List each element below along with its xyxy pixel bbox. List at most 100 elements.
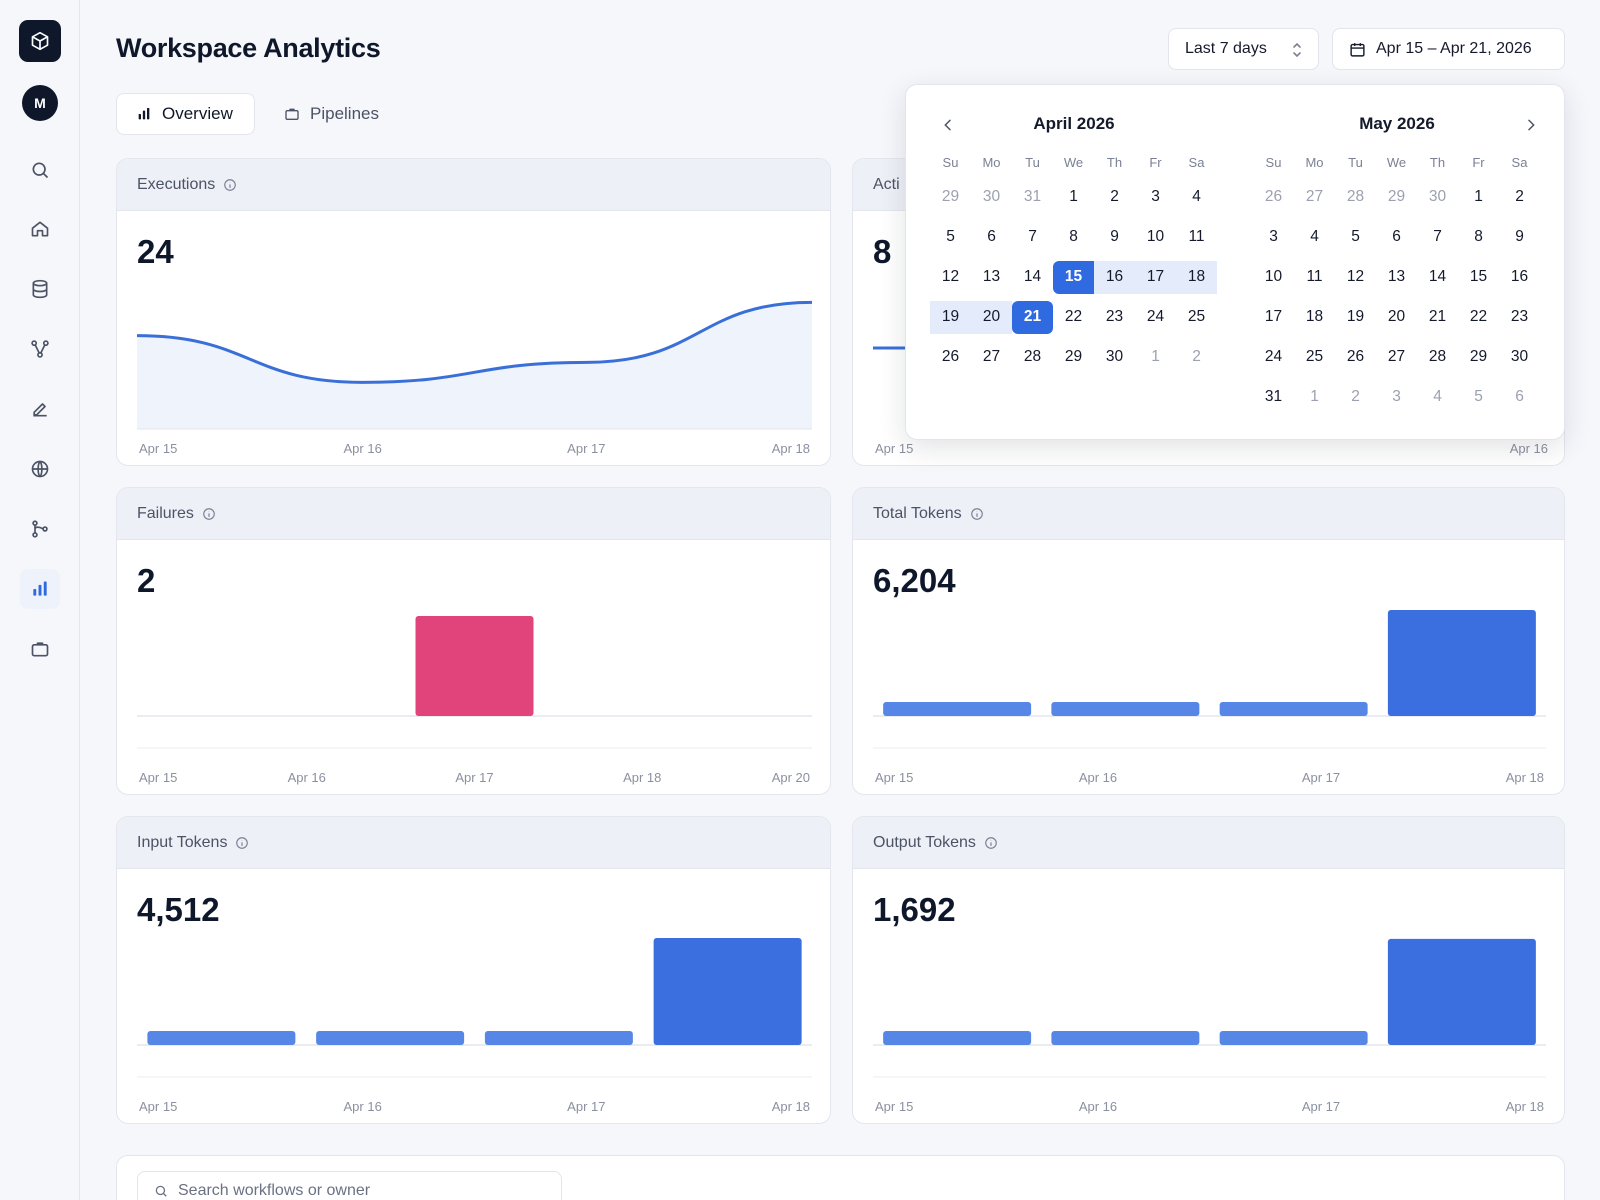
sidebar-item-jobs[interactable] xyxy=(20,629,60,669)
calendar-day[interactable]: 21 xyxy=(1428,308,1447,325)
calendar-day[interactable]: 7 xyxy=(1028,228,1037,245)
search-input[interactable] xyxy=(178,1182,558,1200)
calendar-day[interactable]: 10 xyxy=(1146,228,1165,245)
calendar-day[interactable]: 5 xyxy=(1351,228,1360,245)
calendar-day[interactable]: 8 xyxy=(1069,228,1078,245)
calendar-day[interactable]: 17 xyxy=(1264,308,1283,325)
calendar-day[interactable]: 3 xyxy=(1269,228,1278,245)
calendar-day[interactable]: 5 xyxy=(946,228,955,245)
calendar-day[interactable]: 7 xyxy=(1433,228,1442,245)
calendar-day[interactable]: 6 xyxy=(1515,388,1524,405)
sidebar-item-analytics[interactable] xyxy=(20,569,60,609)
calendar-day[interactable]: 30 xyxy=(982,188,1001,205)
calendar-day[interactable]: 22 xyxy=(1064,308,1083,325)
calendar-day[interactable]: 27 xyxy=(1387,348,1406,365)
info-icon[interactable] xyxy=(970,507,984,521)
sidebar-item-workflows[interactable] xyxy=(20,329,60,369)
calendar-day[interactable]: 1 xyxy=(1069,188,1078,205)
sidebar-item-search[interactable] xyxy=(20,150,60,190)
calendar-day[interactable]: 16 xyxy=(1510,268,1529,285)
calendar-day[interactable]: 4 xyxy=(1192,188,1201,205)
calendar-day[interactable]: 24 xyxy=(1264,348,1283,365)
calendar-day[interactable]: 26 xyxy=(941,348,960,365)
calendar-day[interactable]: 23 xyxy=(1105,308,1124,325)
avatar[interactable]: M xyxy=(22,85,58,121)
calendar-day[interactable]: 4 xyxy=(1433,388,1442,405)
calendar-day[interactable]: 25 xyxy=(1187,308,1206,325)
calendar-day[interactable]: 20 xyxy=(971,300,1012,334)
calendar-day[interactable]: 15 xyxy=(1053,260,1094,294)
calendar-day[interactable]: 9 xyxy=(1110,228,1119,245)
calendar-day[interactable]: 19 xyxy=(1346,308,1365,325)
sidebar-item-database[interactable] xyxy=(20,269,60,309)
calendar-day[interactable]: 22 xyxy=(1469,308,1488,325)
app-logo[interactable] xyxy=(19,20,61,62)
calendar-day[interactable]: 12 xyxy=(1346,268,1365,285)
range-select[interactable]: Last 7 days xyxy=(1168,28,1319,70)
calendar-day[interactable]: 25 xyxy=(1305,348,1324,365)
calendar-day[interactable]: 15 xyxy=(1469,268,1488,285)
calendar-day[interactable]: 29 xyxy=(941,188,960,205)
calendar-day[interactable]: 28 xyxy=(1346,188,1365,205)
calendar-day[interactable]: 28 xyxy=(1428,348,1447,365)
calendar-day[interactable]: 10 xyxy=(1264,268,1283,285)
calendar-day[interactable]: 14 xyxy=(1428,268,1447,285)
calendar-day[interactable]: 18 xyxy=(1305,308,1324,325)
calendar-day[interactable]: 19 xyxy=(930,300,971,334)
calendar-day[interactable]: 11 xyxy=(1188,228,1205,245)
calendar-day[interactable]: 11 xyxy=(1306,268,1323,285)
calendar-day[interactable]: 9 xyxy=(1515,228,1524,245)
calendar-day[interactable]: 18 xyxy=(1176,260,1217,294)
calendar-day[interactable]: 13 xyxy=(1387,268,1406,285)
calendar-day[interactable]: 1 xyxy=(1151,348,1160,365)
calendar-day[interactable]: 3 xyxy=(1392,388,1401,405)
calendar-day[interactable]: 12 xyxy=(941,268,960,285)
date-range-button[interactable]: Apr 15 – Apr 21, 2026 xyxy=(1332,28,1565,70)
calendar-day[interactable]: 2 xyxy=(1192,348,1201,365)
calendar-day[interactable]: 1 xyxy=(1310,388,1319,405)
next-month-button[interactable] xyxy=(1517,111,1545,139)
tab-overview[interactable]: Overview xyxy=(116,93,255,135)
sidebar-item-editor[interactable] xyxy=(20,389,60,429)
calendar-day[interactable]: 24 xyxy=(1146,308,1165,325)
info-icon[interactable] xyxy=(223,178,237,192)
calendar-day[interactable]: 5 xyxy=(1474,388,1483,405)
calendar-day[interactable]: 2 xyxy=(1515,188,1524,205)
calendar-day[interactable]: 29 xyxy=(1387,188,1406,205)
calendar-day[interactable]: 23 xyxy=(1510,308,1529,325)
calendar-day[interactable]: 30 xyxy=(1105,348,1124,365)
calendar-day[interactable]: 2 xyxy=(1351,388,1360,405)
info-icon[interactable] xyxy=(235,836,249,850)
calendar-day[interactable]: 29 xyxy=(1469,348,1488,365)
calendar-day[interactable]: 14 xyxy=(1023,268,1042,285)
calendar-day[interactable]: 30 xyxy=(1428,188,1447,205)
calendar-day[interactable]: 6 xyxy=(1392,228,1401,245)
calendar-day[interactable]: 30 xyxy=(1510,348,1529,365)
calendar-day[interactable]: 26 xyxy=(1264,188,1283,205)
info-icon[interactable] xyxy=(202,507,216,521)
calendar-day[interactable]: 16 xyxy=(1094,260,1135,294)
calendar-day[interactable]: 2 xyxy=(1110,188,1119,205)
sidebar-item-branches[interactable] xyxy=(20,509,60,549)
sidebar-item-home[interactable] xyxy=(20,209,60,249)
calendar-day[interactable]: 13 xyxy=(982,268,1001,285)
tab-pipelines[interactable]: Pipelines xyxy=(284,93,414,135)
calendar-day[interactable]: 3 xyxy=(1151,188,1160,205)
calendar-day[interactable]: 31 xyxy=(1264,388,1283,405)
calendar-day[interactable]: 17 xyxy=(1135,260,1176,294)
calendar-day[interactable]: 31 xyxy=(1023,188,1042,205)
info-icon[interactable] xyxy=(984,836,998,850)
calendar-day[interactable]: 6 xyxy=(987,228,996,245)
calendar-day[interactable]: 4 xyxy=(1310,228,1319,245)
calendar-day[interactable]: 27 xyxy=(1305,188,1324,205)
calendar-day[interactable]: 27 xyxy=(982,348,1001,365)
calendar-day[interactable]: 20 xyxy=(1387,308,1406,325)
prev-month-button[interactable] xyxy=(934,111,962,139)
calendar-day[interactable]: 21 xyxy=(1012,300,1053,334)
calendar-day[interactable]: 1 xyxy=(1474,188,1483,205)
calendar-day[interactable]: 29 xyxy=(1064,348,1083,365)
calendar-day[interactable]: 28 xyxy=(1023,348,1042,365)
calendar-day[interactable]: 26 xyxy=(1346,348,1365,365)
sidebar-item-web[interactable] xyxy=(20,449,60,489)
calendar-day[interactable]: 8 xyxy=(1474,228,1483,245)
